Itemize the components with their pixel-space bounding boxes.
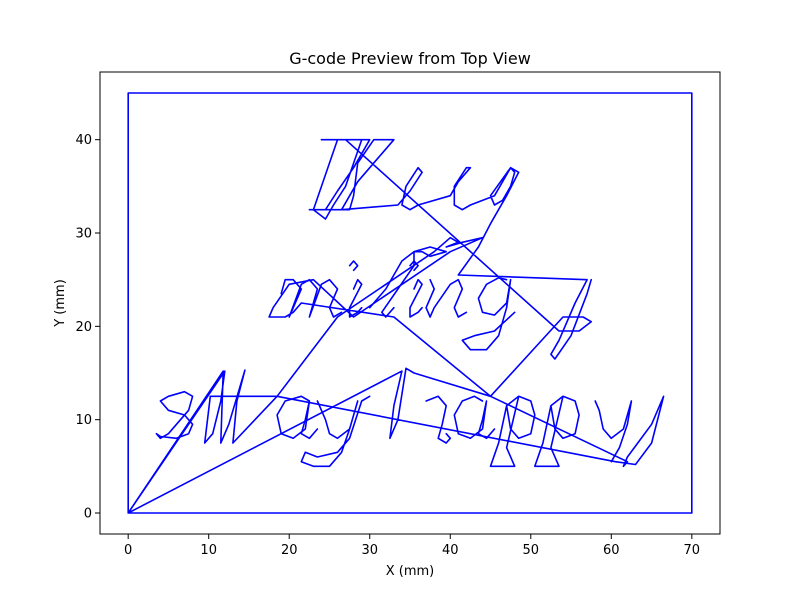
x-tick-label: 50 (523, 543, 540, 558)
y-tick-label: 40 (75, 133, 92, 148)
toolpath-series-6 (489, 395, 536, 468)
toolpath-series-16 (425, 278, 468, 318)
toolpath-series-1 (155, 390, 194, 440)
x-tick-label: 40 (442, 543, 459, 558)
x-tick-label: 10 (200, 543, 217, 558)
toolpath-layer (127, 92, 693, 514)
toolpath-series-8 (594, 400, 633, 463)
x-axis-label: X (mm) (386, 564, 435, 579)
x-tick-label: 20 (281, 543, 298, 558)
toolpath-series-11 (348, 260, 359, 272)
y-tick-label: 30 (75, 227, 92, 242)
toolpath-series-13 (409, 278, 423, 318)
toolpath-series-3 (300, 395, 371, 468)
toolpath-series-12 (368, 250, 415, 318)
toolpath-series-5 (453, 395, 496, 440)
toolpath-series-15 (413, 246, 448, 258)
toolpath-series-10 (348, 278, 363, 318)
y-axis-label: Y (mm) (53, 279, 68, 328)
toolpath-series-2 (276, 395, 319, 440)
chart-title: G-code Preview from Top View (289, 49, 531, 68)
toolpath-series-4 (425, 395, 452, 444)
x-tick-label: 30 (361, 543, 378, 558)
toolpath-series-14 (409, 260, 419, 272)
toolpath-series-7 (533, 395, 580, 468)
x-axis-ticks: 0 10 20 30 40 50 60 70 (124, 534, 700, 558)
x-tick-label: 70 (684, 543, 701, 558)
y-tick-label: 0 (84, 507, 92, 522)
x-tick-label: 60 (603, 543, 620, 558)
x-tick-label: 0 (124, 543, 132, 558)
toolpath-series-9 (280, 278, 343, 318)
y-tick-label: 20 (75, 320, 92, 335)
toolpath-series-0 (127, 92, 693, 514)
toolpath-series-17 (461, 276, 516, 351)
axes-frame (99, 71, 721, 535)
y-tick-label: 10 (75, 413, 92, 428)
y-axis-ticks: 0 10 20 30 40 (75, 133, 100, 522)
